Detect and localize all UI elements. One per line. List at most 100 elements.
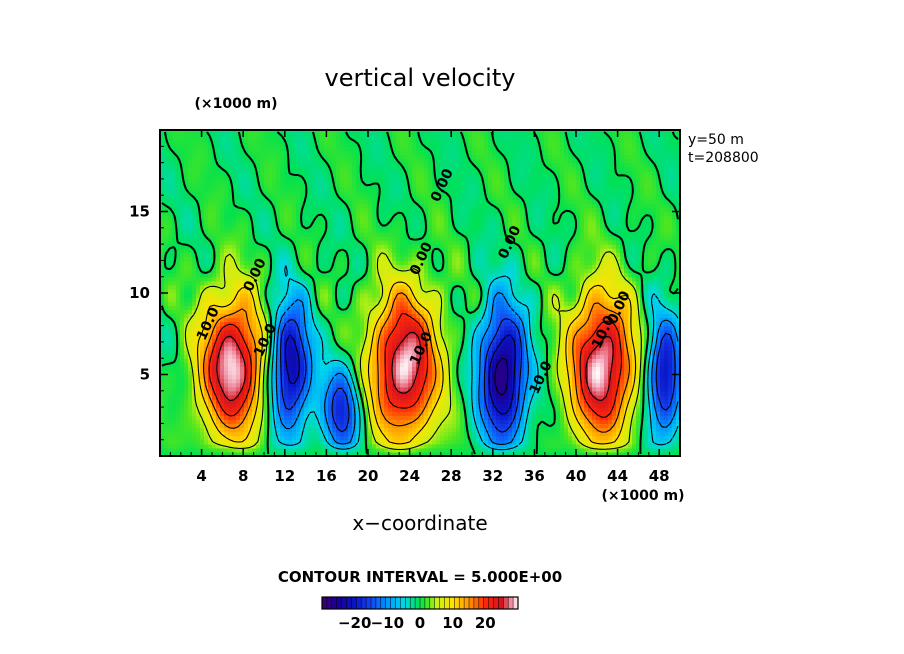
heatmap-cell (564, 382, 569, 388)
heatmap-cell (224, 382, 229, 388)
heatmap-cell (272, 354, 277, 359)
heatmap-cell (316, 439, 321, 445)
heatmap-cell (576, 358, 581, 363)
heatmap-cell (360, 305, 365, 310)
heatmap-cell (160, 321, 165, 327)
heatmap-cell (636, 415, 641, 420)
heatmap-cell (428, 374, 433, 380)
heatmap-cell (536, 415, 541, 420)
heatmap-cell (272, 398, 277, 404)
heatmap-cell (240, 345, 245, 351)
heatmap-cell (184, 403, 189, 408)
heatmap-cell (272, 427, 277, 433)
heatmap-cell (576, 333, 581, 339)
heatmap-cell (328, 419, 333, 424)
heatmap-cell (280, 435, 285, 441)
heatmap-cell (652, 427, 657, 433)
heatmap-cell (456, 415, 461, 420)
heatmap-cell (672, 374, 677, 380)
heatmap-cell (560, 301, 565, 306)
heatmap-cell (656, 378, 661, 384)
heatmap-cell (216, 337, 221, 343)
heatmap-cell (668, 382, 673, 388)
heatmap-cell (256, 301, 261, 306)
heatmap-cell (452, 427, 457, 433)
heatmap-cell (260, 382, 265, 388)
heatmap-cell (608, 358, 613, 363)
heatmap-cell (252, 321, 257, 327)
heatmap-cell (308, 309, 313, 314)
heatmap-cell (248, 297, 253, 302)
heatmap-cell (444, 411, 449, 416)
heatmap-cell (524, 431, 529, 437)
heatmap-cell (492, 313, 497, 319)
heatmap-cell (628, 386, 633, 392)
heatmap-cell (240, 423, 245, 429)
heatmap-cell (340, 451, 345, 457)
heatmap-cell (280, 333, 285, 339)
heatmap-cell (556, 427, 561, 433)
heatmap-cell (436, 301, 441, 306)
heatmap-cell (264, 419, 269, 424)
heatmap-cell (652, 386, 657, 392)
heatmap-cell (460, 325, 465, 331)
heatmap-cell (476, 317, 481, 323)
heatmap-cell (484, 382, 489, 388)
heatmap-cell (352, 394, 357, 400)
heatmap-cell (508, 390, 513, 396)
heatmap-cell (372, 419, 377, 424)
heatmap-cell (564, 370, 569, 376)
heatmap-cell (272, 358, 277, 363)
heatmap-cell (280, 451, 285, 457)
heatmap-cell (340, 350, 345, 355)
heatmap-cell (580, 398, 585, 404)
heatmap-cell (256, 313, 261, 319)
heatmap-cell (184, 370, 189, 376)
heatmap-cell (580, 451, 585, 457)
heatmap-cell (464, 370, 469, 376)
heatmap-cell (512, 451, 517, 457)
heatmap-cell (456, 443, 461, 449)
heatmap-cell (528, 321, 533, 327)
heatmap-cell (476, 382, 481, 388)
heatmap-cell (468, 325, 473, 331)
heatmap-cell (180, 382, 185, 388)
heatmap-cell (324, 398, 329, 404)
heatmap-cell (288, 419, 293, 424)
heatmap-cell (464, 411, 469, 416)
heatmap-cell (432, 321, 437, 327)
heatmap-cell (164, 321, 169, 327)
heatmap-cell (300, 329, 305, 335)
heatmap-cell (164, 386, 169, 392)
heatmap-cell (356, 443, 361, 449)
heatmap-cell (300, 398, 305, 404)
heatmap-cell (396, 411, 401, 416)
heatmap-cell (456, 451, 461, 457)
heatmap-cell (632, 317, 637, 323)
heatmap-cell (276, 354, 281, 359)
heatmap-cell (560, 370, 565, 376)
heatmap-cell (324, 350, 329, 355)
heatmap-cell (456, 350, 461, 355)
heatmap-cell (176, 451, 181, 457)
heatmap-cell (304, 415, 309, 420)
heatmap-cell (408, 431, 413, 437)
heatmap-cell (580, 317, 585, 323)
heatmap-cell (548, 431, 553, 437)
heatmap-cell (568, 358, 573, 363)
heatmap-cell (172, 345, 177, 351)
heatmap-cell (636, 443, 641, 449)
heatmap-cell (388, 341, 393, 347)
heatmap-cell (416, 370, 421, 376)
heatmap-cell (328, 362, 333, 367)
heatmap-cell (292, 350, 297, 355)
heatmap-cell (632, 374, 637, 380)
heatmap-cell (304, 358, 309, 363)
heatmap-cell (220, 411, 225, 416)
heatmap-cell (596, 451, 601, 457)
heatmap-cell (504, 329, 509, 335)
heatmap-cell (300, 394, 305, 400)
heatmap-cell (604, 309, 609, 314)
heatmap-cell (220, 403, 225, 408)
heatmap-cell (180, 423, 185, 429)
